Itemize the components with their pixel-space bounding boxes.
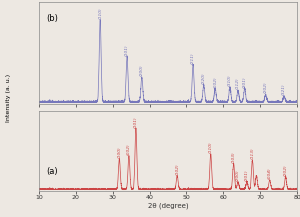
Text: (002): (002) — [213, 76, 217, 88]
Text: (202): (202) — [264, 82, 268, 94]
Text: (321): (321) — [282, 83, 286, 95]
Text: (100): (100) — [117, 146, 121, 158]
Text: (201): (201) — [245, 169, 249, 181]
Text: (200): (200) — [236, 169, 240, 181]
Text: (102): (102) — [175, 163, 179, 175]
Text: (310): (310) — [228, 74, 232, 86]
Text: (211): (211) — [191, 52, 195, 64]
Text: (202): (202) — [284, 165, 288, 176]
Text: (220): (220) — [202, 73, 206, 84]
Text: (301): (301) — [243, 76, 247, 88]
Text: (103): (103) — [232, 151, 236, 163]
Text: (101): (101) — [134, 116, 138, 128]
X-axis label: 2θ (degree): 2θ (degree) — [148, 202, 188, 209]
Text: (110): (110) — [98, 7, 102, 19]
Text: (a): (a) — [47, 167, 58, 176]
Text: (113): (113) — [250, 148, 254, 159]
Text: (110): (110) — [209, 141, 213, 153]
Text: (112): (112) — [236, 78, 240, 89]
Text: Intensity (a. u.): Intensity (a. u.) — [7, 74, 11, 122]
Text: (002): (002) — [127, 143, 131, 155]
Text: (200): (200) — [140, 64, 144, 76]
Text: (b): (b) — [47, 14, 58, 23]
Text: (004): (004) — [268, 168, 272, 179]
Text: (101): (101) — [125, 44, 129, 56]
